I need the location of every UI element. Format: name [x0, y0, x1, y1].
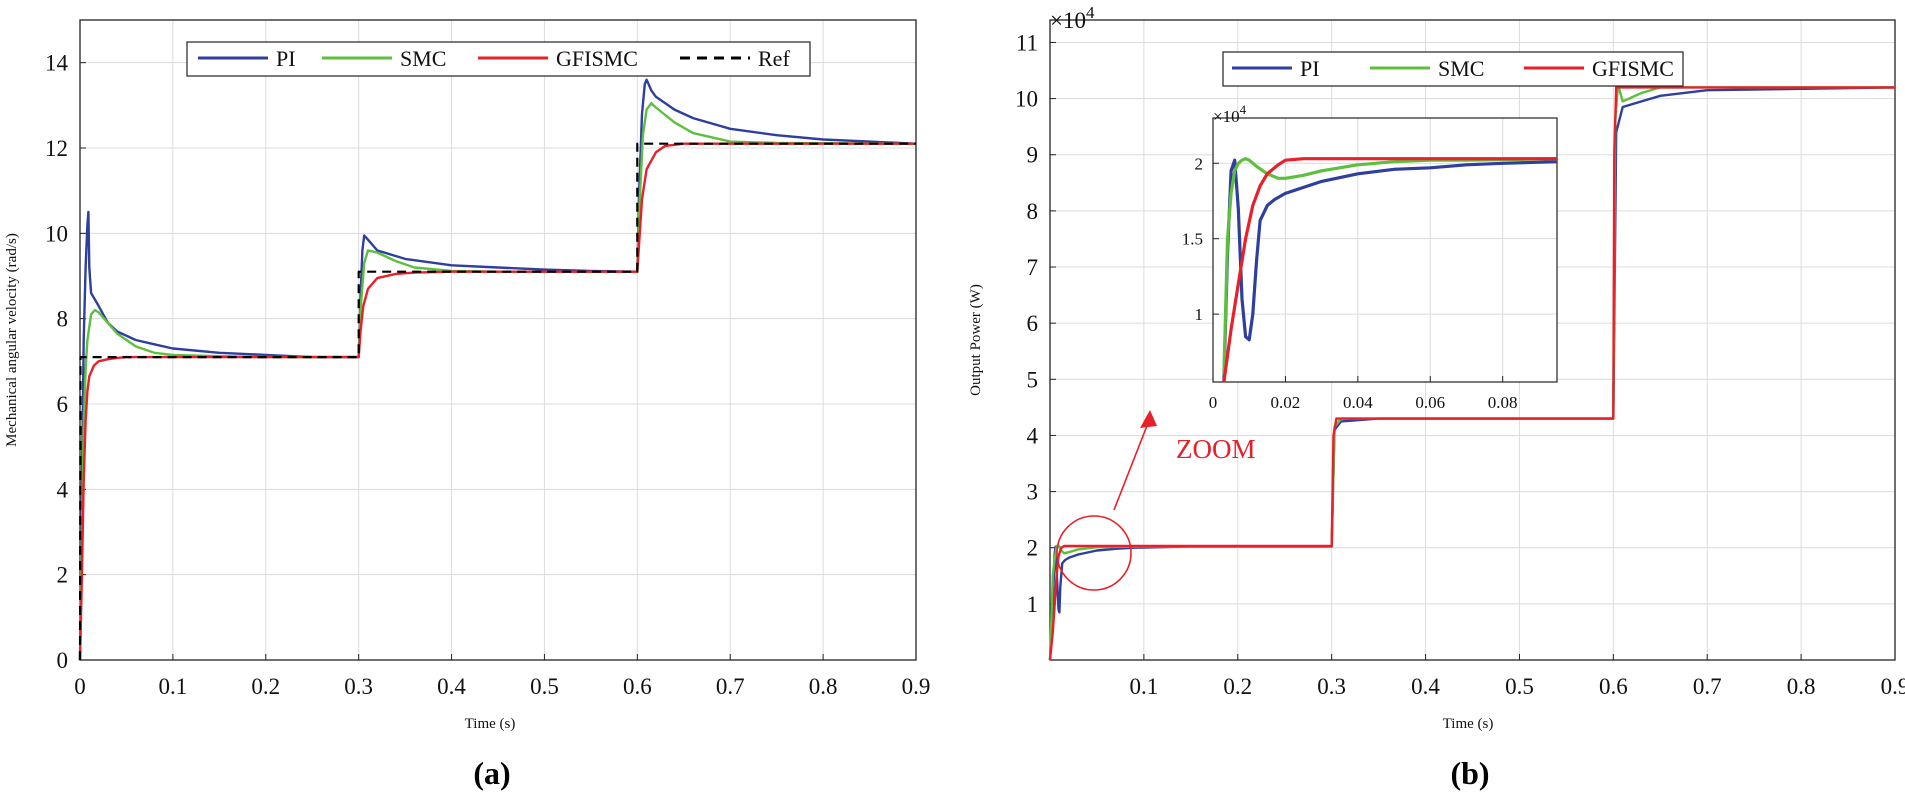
y-tick-label: 7 — [1027, 255, 1039, 280]
chart-a-x-axis-label: Time (s) — [465, 716, 516, 732]
zoom-label: ZOOM — [1176, 434, 1256, 464]
y-tick-label: 3 — [1027, 480, 1039, 505]
chart-inset-exponent-label: ×104 — [1213, 102, 1247, 126]
x-tick-label: 0.7 — [716, 674, 745, 699]
chart-inset: 0 0.02 0.04 0.06 0.08 11.52 ×104 — [1182, 102, 1558, 412]
x-tick-label: 0.9 — [902, 674, 931, 699]
series-ref-line — [78, 142, 916, 661]
y-tick-label: 10 — [45, 221, 68, 246]
y-tick-label: 1 — [1195, 305, 1204, 324]
chart-b-y-axis-label: Output Power (W) — [968, 284, 984, 396]
x-tick-label: 0.8 — [809, 674, 838, 699]
legend-b-smc-label: SMC — [1438, 56, 1484, 81]
x-tick-label: 0.4 — [437, 674, 466, 699]
x-tick-label: 0.6 — [623, 674, 652, 699]
legend-a-ref-label: Ref — [758, 46, 790, 71]
y-tick-label: 2 — [1195, 154, 1204, 173]
x-tick-label: 0.3 — [1317, 674, 1346, 699]
series-pi-line — [78, 78, 917, 661]
chart-a: 0 0.1 0.2 0.3 0.4 0.5 0.6 0.7 0.8 0.9 0 2 4 6 8 10 12 14… — [4, 19, 930, 791]
chart-b: 0.1 0.2 0.3 0.4 0.5 0.6 0.7 0.8 0.9 123456789101… — [968, 3, 1905, 791]
x-tick-label: 0.06 — [1415, 393, 1445, 412]
chart-b-exponent-base: ×10 — [1050, 8, 1086, 33]
x-tick-label: 0.1 — [1130, 674, 1159, 699]
series-gfismc-line — [1048, 86, 1895, 661]
x-tick-label: 0 — [1209, 393, 1218, 412]
y-tick-label: 6 — [1027, 311, 1039, 336]
y-tick-label: 6 — [57, 392, 69, 417]
y-tick-label: 5 — [1027, 367, 1039, 392]
chart-b-plot-frame — [1049, 19, 1896, 661]
legend-a-pi-label: PI — [276, 46, 296, 71]
zoom-arrowhead — [1140, 410, 1157, 428]
chart-inset-exponent-power: 4 — [1240, 102, 1247, 117]
x-tick-label: 0.02 — [1271, 393, 1301, 412]
x-tick-label: 0.6 — [1599, 674, 1628, 699]
x-tick-label: 0.7 — [1693, 674, 1722, 699]
chart-inset-exponent-base: ×10 — [1213, 107, 1240, 126]
chart-inset-series — [1222, 157, 1558, 383]
chart-b-y-ticks: 1 2 3 4 5 6 7 8 9 10 11 — [1015, 30, 1056, 617]
y-tick-label: 8 — [1027, 199, 1039, 224]
x-tick-label: 0.5 — [530, 674, 559, 699]
y-tick-label: 2 — [1027, 536, 1039, 561]
series-gfismc-line — [78, 142, 916, 661]
series-gfismc-line — [1222, 157, 1557, 383]
y-tick-label: 9 — [1027, 143, 1039, 168]
y-tick-label: 4 — [57, 477, 69, 502]
legend-b-pi-label: PI — [1300, 56, 1320, 81]
chart-a-y-axis-label: Mechanical angular velocity (rad/s) — [4, 233, 20, 447]
legend-b-gfismc-label: GFISMC — [1592, 56, 1674, 81]
chart-a-panel-label: (a) — [473, 755, 510, 791]
chart-a-plot-frame — [79, 19, 917, 661]
chart-inset-plot-frame — [1212, 117, 1558, 383]
legend-a-gfismc-label: GFISMC — [556, 46, 638, 71]
chart-b-legend-box — [1222, 51, 1684, 87]
chart-inset-y-ticks: 11.52 — [1182, 154, 1219, 324]
y-tick-label: 4 — [1027, 423, 1039, 448]
chart-b-legend: PI SMC GFISMC — [1222, 51, 1684, 87]
x-tick-label: 0.08 — [1488, 393, 1518, 412]
chart-b-exponent-label: ×104 — [1050, 3, 1095, 33]
series-smc-line — [78, 101, 917, 661]
x-tick-label: 0.04 — [1343, 393, 1373, 412]
chart-a-y-ticks: 0 2 4 6 8 10 12 14 — [45, 51, 86, 673]
chart-b-x-ticks: 0.1 0.2 0.3 0.4 0.5 0.6 0.7 0.8 0.9 — [1130, 654, 1905, 699]
chart-b-panel-label: (b) — [1450, 755, 1489, 791]
x-tick-label: 0.9 — [1881, 674, 1905, 699]
y-tick-label: 8 — [57, 307, 69, 332]
x-tick-label: 0.8 — [1787, 674, 1816, 699]
x-tick-label: 0.1 — [159, 674, 188, 699]
legend-a-smc-label: SMC — [400, 46, 446, 71]
y-tick-label: 0 — [57, 648, 69, 673]
chart-a-x-ticks: 0 0.1 0.2 0.3 0.4 0.5 0.6 0.7 0.8 0.9 — [74, 654, 930, 699]
zoom-annotation: ZOOM — [1056, 410, 1256, 591]
x-tick-label: 0.3 — [344, 674, 373, 699]
y-tick-label: 10 — [1015, 87, 1038, 112]
zoom-circle — [1056, 515, 1132, 591]
zoom-arrow — [1113, 417, 1151, 511]
y-tick-label: 1.5 — [1182, 230, 1203, 249]
y-tick-label: 1 — [1027, 592, 1039, 617]
chart-a-series — [78, 78, 917, 661]
chart-b-x-axis-label: Time (s) — [1443, 716, 1494, 732]
y-tick-label: 2 — [57, 563, 69, 588]
y-tick-label: 12 — [45, 136, 68, 161]
x-tick-label: 0.2 — [1223, 674, 1252, 699]
x-tick-label: 0.4 — [1411, 674, 1440, 699]
y-tick-label: 11 — [1016, 30, 1038, 55]
series-pi-line — [1222, 158, 1558, 383]
chart-a-legend: PI SMC GFISMC Ref — [186, 41, 811, 77]
chart-b-exponent-power: 4 — [1086, 3, 1095, 22]
y-tick-label: 14 — [45, 51, 69, 76]
x-tick-label: 0.5 — [1505, 674, 1534, 699]
x-tick-label: 0.2 — [251, 674, 280, 699]
chart-inset-x-ticks: 0 0.02 0.04 0.06 0.08 — [1209, 376, 1518, 412]
x-tick-label: 0 — [74, 674, 86, 699]
